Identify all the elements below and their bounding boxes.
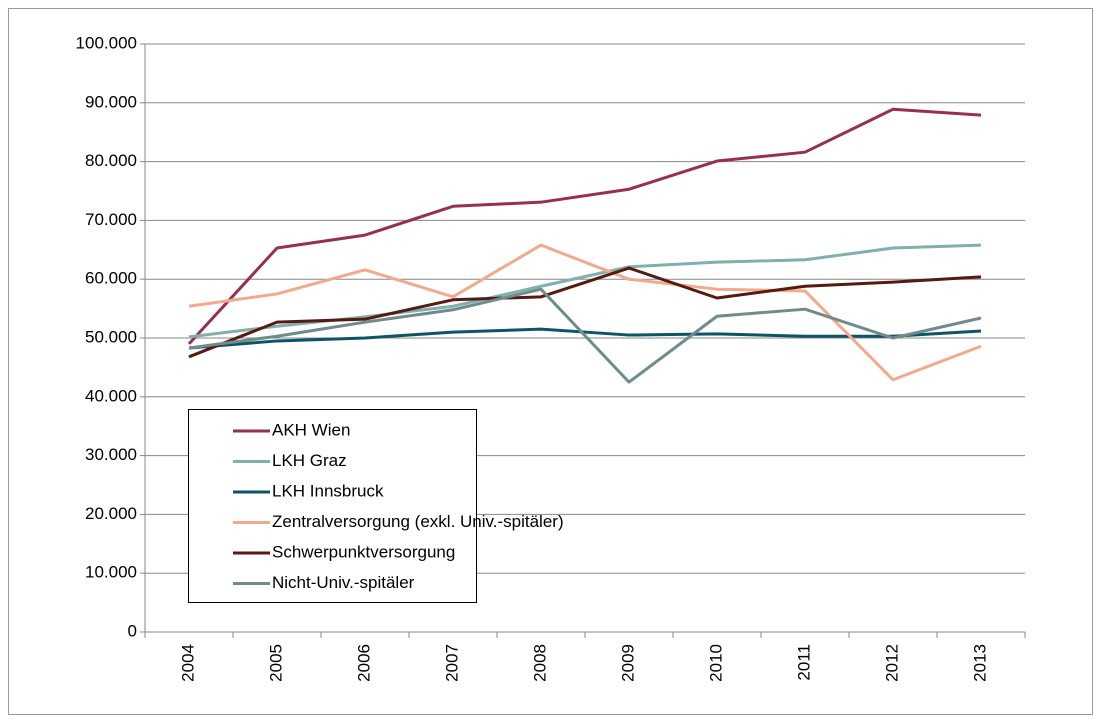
x-tick-label: 2006 bbox=[354, 644, 373, 682]
y-tick-label: 50.000 bbox=[85, 327, 137, 346]
legend-label: AKH Wien bbox=[272, 420, 350, 439]
legend-box bbox=[188, 409, 477, 603]
x-tick-label: 2012 bbox=[882, 644, 901, 682]
series-line bbox=[188, 287, 982, 384]
x-tick-label: 2008 bbox=[530, 644, 549, 682]
x-tick-label: 2007 bbox=[442, 644, 461, 682]
y-tick-label: 0 bbox=[128, 621, 137, 640]
y-tick-label: 20.000 bbox=[85, 504, 137, 523]
x-tick-label: 2004 bbox=[178, 644, 197, 682]
y-tick-label: 10.000 bbox=[85, 563, 137, 582]
series-line bbox=[188, 243, 982, 382]
y-tick-label: 30.000 bbox=[85, 445, 137, 464]
x-tick-label: 2009 bbox=[618, 644, 637, 682]
y-tick-label: 90.000 bbox=[85, 92, 137, 111]
x-tick-label: 2005 bbox=[266, 644, 285, 682]
legend-label: LKH Innsbruck bbox=[272, 481, 384, 500]
chart-border bbox=[8, 8, 1093, 715]
series-line bbox=[188, 266, 982, 359]
legend-label: LKH Graz bbox=[272, 451, 347, 470]
x-tick-label: 2010 bbox=[706, 644, 725, 682]
legend-label: Nicht-Univ.-spitäler bbox=[272, 573, 415, 592]
x-tick-label: 2011 bbox=[794, 644, 813, 681]
y-tick-label: 60.000 bbox=[85, 269, 137, 288]
legend-label: Zentralversorgung (exkl. Univ.-spitäler) bbox=[272, 512, 564, 531]
y-tick-label: 70.000 bbox=[85, 210, 137, 229]
y-tick-label: 100.000 bbox=[76, 33, 137, 52]
y-tick-label: 80.000 bbox=[85, 151, 137, 170]
x-tick-label: 2013 bbox=[970, 644, 989, 682]
series-line bbox=[187, 107, 982, 345]
y-tick-label: 40.000 bbox=[85, 386, 137, 405]
legend-label: Schwerpunktversorgung bbox=[272, 542, 455, 561]
